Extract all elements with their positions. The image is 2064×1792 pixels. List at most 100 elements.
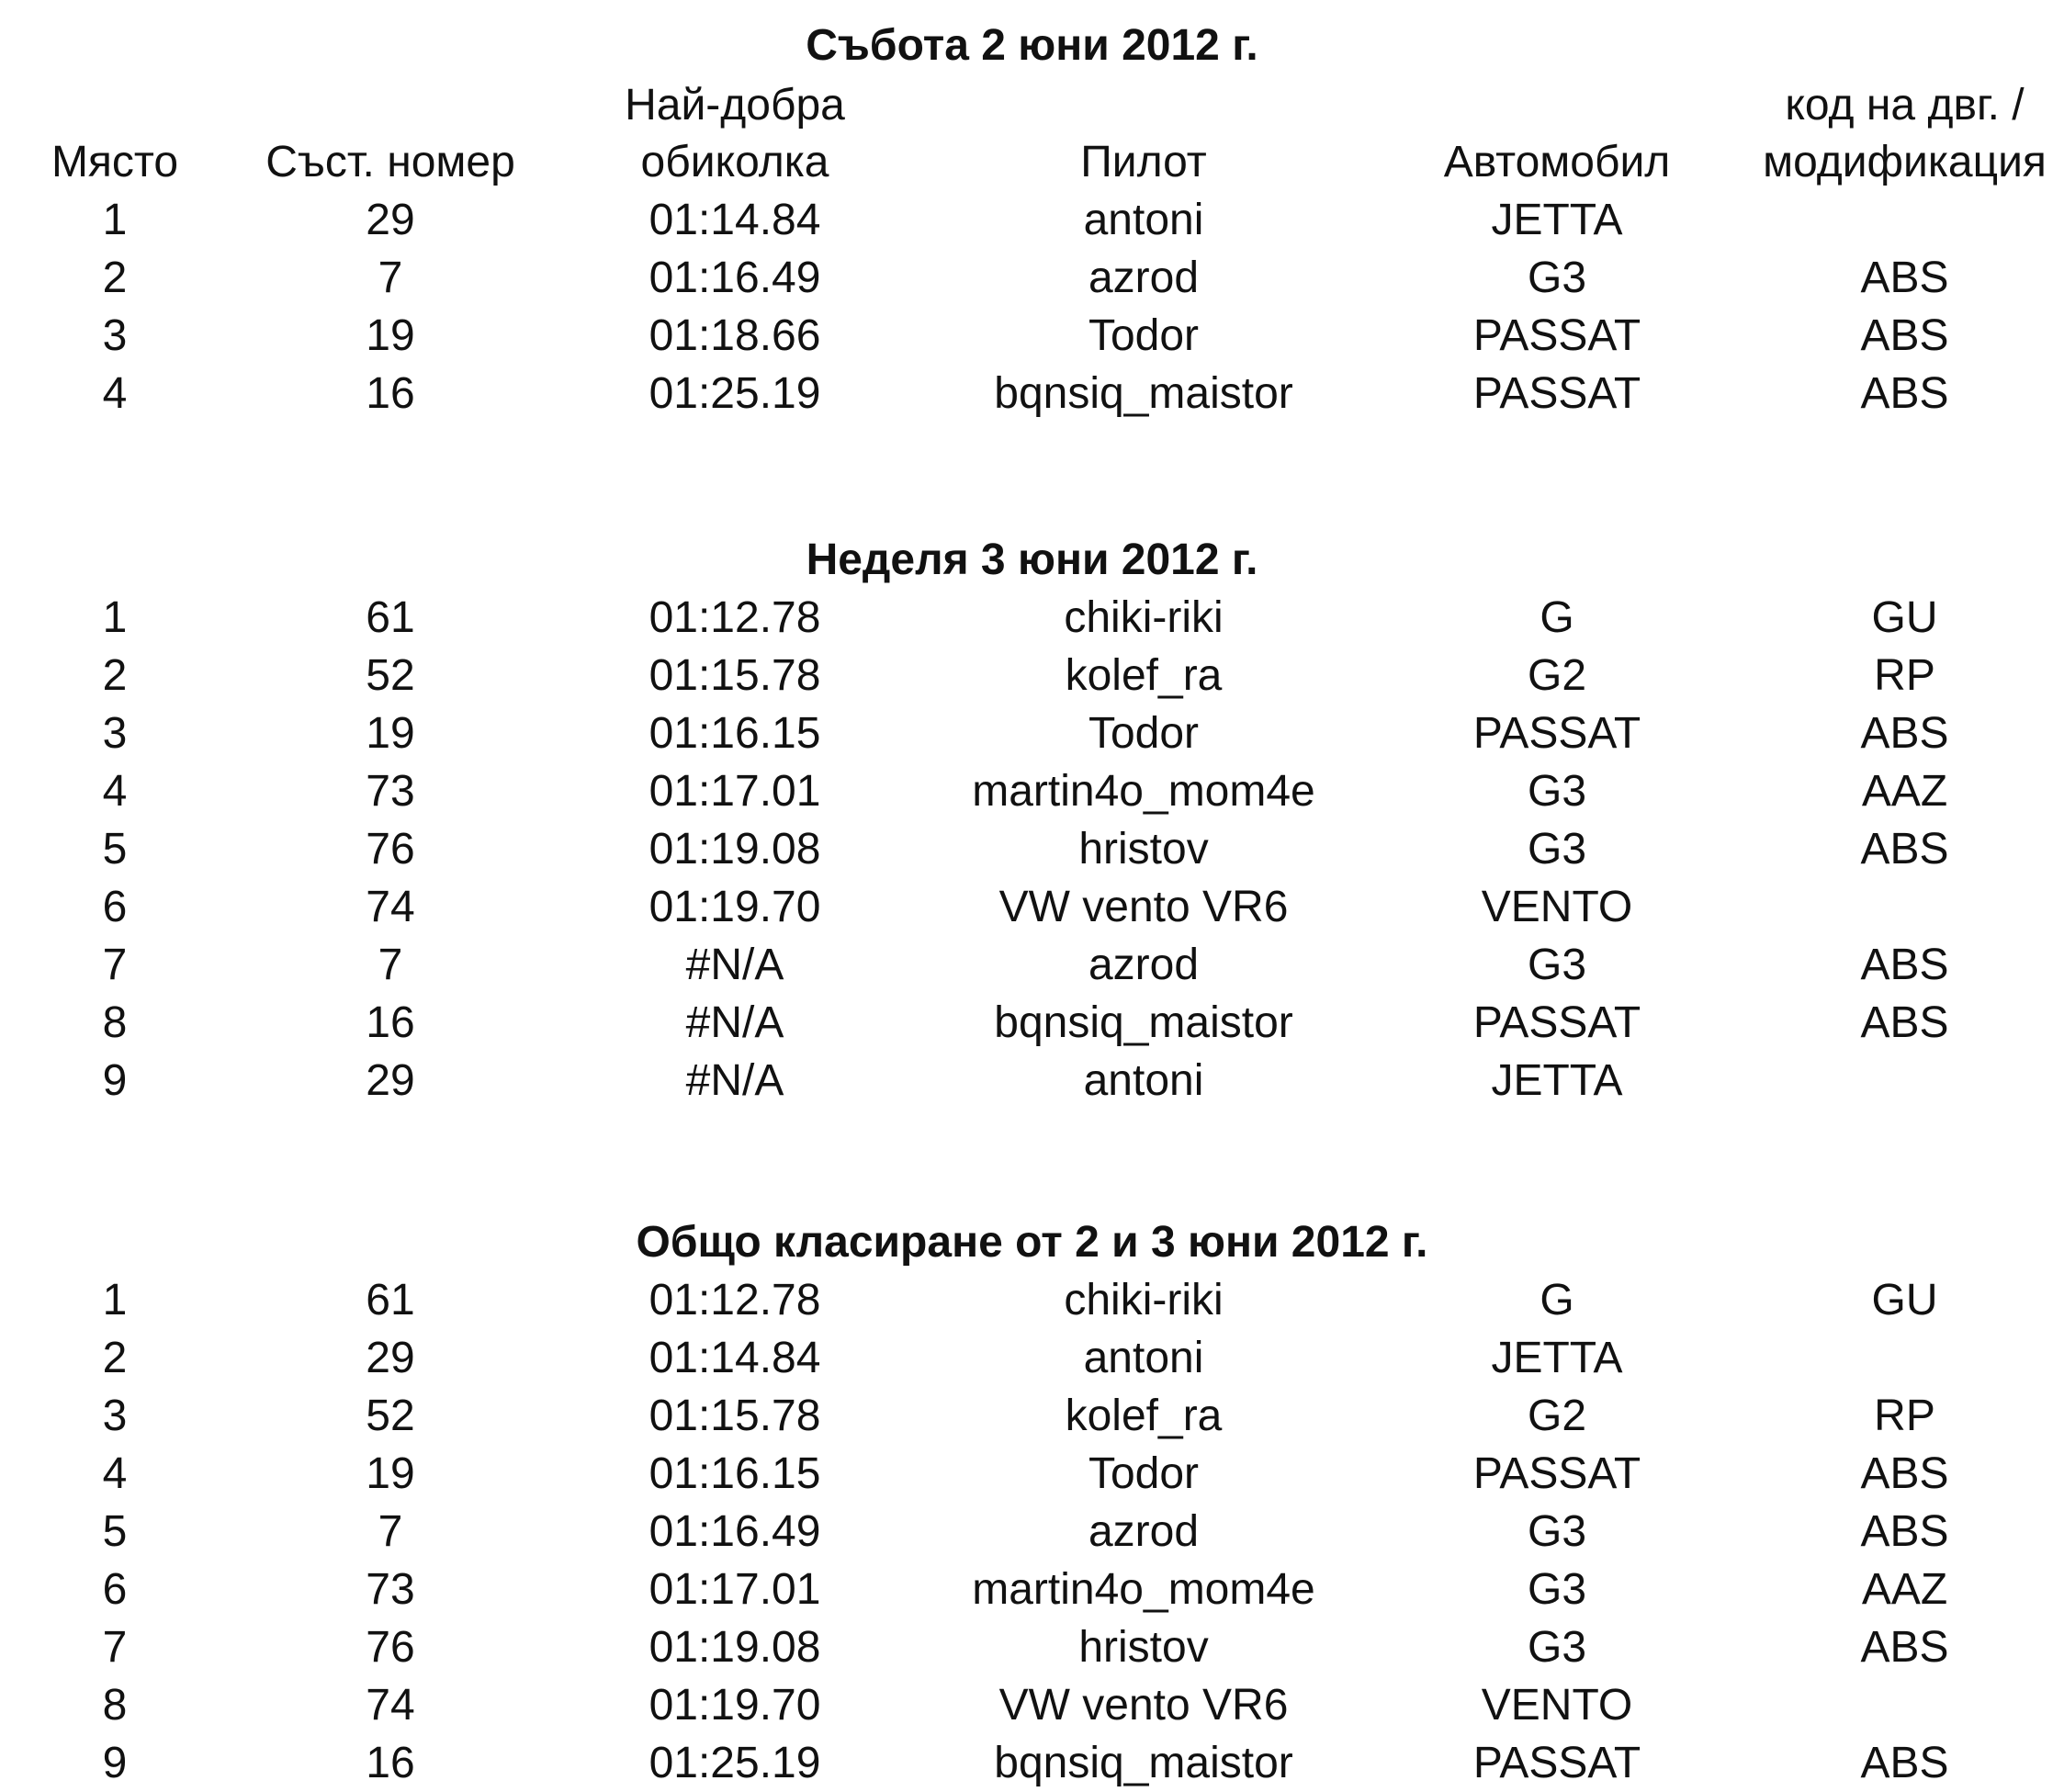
table-row: 8 74 01:19.70 VW vento VR6 VENTO — [0, 1676, 2064, 1734]
column-header-best-lap-line2: обиколка — [640, 138, 829, 186]
cell-engine-code: ABS — [1860, 254, 1949, 302]
table-row: 9 29 #N/A antoni JETTA — [0, 1052, 2064, 1110]
cell-place: 8 — [102, 998, 128, 1047]
cell-pilot: kolef_ra — [1065, 651, 1223, 700]
cell-engine-code: AAZ — [1861, 1565, 1948, 1614]
column-header-engine-code-line1: код на двг. / — [1785, 81, 2025, 130]
cell-engine-code: GU — [1871, 1276, 1938, 1324]
cell-engine-code: GU — [1871, 593, 1938, 642]
cell-car: G — [1540, 593, 1574, 642]
cell-number: 76 — [366, 1623, 415, 1672]
cell-car: G3 — [1527, 1565, 1587, 1614]
cell-place: 7 — [102, 1623, 128, 1672]
table-body-overall: 1 61 01:12.78 chiki-riki G GU 2 29 01:14.84 anton… — [0, 1271, 2064, 1792]
table-body-saturday: 1 29 01:14.84 antoni JETTA 2 7 01:16.49 azrod G3 A… — [0, 191, 2064, 423]
cell-pilot: chiki-riki — [1064, 1276, 1224, 1324]
cell-number: 29 — [366, 196, 415, 244]
cell-best-lap: 01:25.19 — [649, 369, 821, 418]
cell-engine-code: ABS — [1860, 1507, 1949, 1556]
cell-engine-code — [1745, 878, 2064, 936]
cell-number: 74 — [366, 883, 415, 931]
table-row: 1 61 01:12.78 chiki-riki G GU — [0, 589, 2064, 647]
table-row: 7 76 01:19.08 hristov G3 ABS — [0, 1618, 2064, 1676]
cell-car: G3 — [1527, 941, 1587, 989]
section-title-overall: Общо класиране от 2 и 3 юни 2012 г. — [636, 1218, 1428, 1267]
cell-engine-code: ABS — [1860, 1449, 1949, 1498]
cell-number: 29 — [366, 1056, 415, 1105]
cell-pilot: antoni — [1083, 1334, 1204, 1382]
cell-place: 4 — [102, 1449, 128, 1498]
spacer — [919, 78, 1369, 133]
cell-place: 6 — [102, 1565, 128, 1614]
cell-best-lap: 01:17.01 — [649, 1565, 821, 1614]
cell-best-lap: 01:19.70 — [649, 1681, 821, 1730]
cell-car: G3 — [1527, 825, 1587, 873]
cell-place: 9 — [102, 1056, 128, 1105]
cell-best-lap: 01:18.66 — [649, 311, 821, 360]
cell-car: JETTA — [1491, 1334, 1623, 1382]
column-header-best-lap-line1: Най-добра — [625, 81, 845, 130]
cell-pilot: Todor — [1088, 1449, 1200, 1498]
column-headers-top-line: Най-добра код на двг. / — [0, 78, 2064, 133]
cell-car: G2 — [1527, 651, 1587, 700]
cell-car: JETTA — [1491, 196, 1623, 244]
cell-car: PASSAT — [1472, 311, 1641, 360]
cell-car: PASSAT — [1472, 709, 1641, 758]
cell-number: 74 — [366, 1681, 415, 1730]
cell-number: 29 — [366, 1334, 415, 1382]
table-row: 4 16 01:25.19 bqnsiq_maistor PASSAT ABS — [0, 365, 2064, 423]
cell-engine-code — [1745, 1676, 2064, 1734]
cell-place: 7 — [102, 941, 128, 989]
table-row: 3 19 01:18.66 Todor PASSAT ABS — [0, 307, 2064, 365]
cell-number: 19 — [366, 709, 415, 758]
cell-best-lap: 01:25.19 — [649, 1739, 821, 1787]
column-header-pilot: Пилот — [1080, 138, 1207, 186]
cell-engine-code: RP — [1874, 1392, 1935, 1440]
cell-pilot: VW vento VR6 — [998, 1681, 1289, 1730]
cell-engine-code — [1745, 1052, 2064, 1110]
cell-number: 16 — [366, 369, 415, 418]
table-row: 3 19 01:16.15 Todor PASSAT ABS — [0, 704, 2064, 762]
cell-best-lap: 01:12.78 — [649, 1276, 821, 1324]
cell-number: 61 — [366, 1276, 415, 1324]
cell-engine-code: ABS — [1860, 1739, 1949, 1787]
cell-number: 61 — [366, 593, 415, 642]
cell-pilot: azrod — [1088, 254, 1200, 302]
table-row: 4 19 01:16.15 Todor PASSAT ABS — [0, 1445, 2064, 1503]
cell-pilot: bqnsiq_maistor — [994, 998, 1293, 1047]
table-row: 1 61 01:12.78 chiki-riki G GU — [0, 1271, 2064, 1329]
cell-number: 7 — [378, 941, 403, 989]
column-header-place: Място — [51, 138, 179, 186]
cell-car: VENTO — [1481, 1681, 1633, 1730]
cell-engine-code: ABS — [1860, 369, 1949, 418]
cell-place: 4 — [102, 369, 128, 418]
cell-engine-code: ABS — [1860, 1623, 1949, 1672]
spacer — [230, 78, 551, 133]
spacer — [1369, 78, 1745, 133]
spacer — [0, 78, 230, 133]
section-title-sunday: Неделя 3 юни 2012 г. — [806, 535, 1258, 584]
cell-number: 19 — [366, 1449, 415, 1498]
cell-engine-code: RP — [1874, 651, 1935, 700]
table-row: 5 7 01:16.49 azrod G3 ABS — [0, 1503, 2064, 1561]
table-row: 2 29 01:14.84 antoni JETTA — [0, 1329, 2064, 1387]
cell-number: 76 — [366, 825, 415, 873]
cell-number: 7 — [378, 254, 403, 302]
cell-engine-code: ABS — [1860, 709, 1949, 758]
column-header-engine-code-line2: модификация — [1763, 138, 2047, 186]
cell-place: 9 — [102, 1739, 128, 1787]
column-headers: Място Съст. номер обиколка Пилот Автомоб… — [0, 133, 2064, 191]
cell-car: G3 — [1527, 1623, 1587, 1672]
cell-engine-code: ABS — [1860, 941, 1949, 989]
cell-pilot: antoni — [1083, 1056, 1204, 1105]
cell-pilot: kolef_ra — [1065, 1392, 1223, 1440]
table-row: 6 74 01:19.70 VW vento VR6 VENTO — [0, 878, 2064, 936]
table-row: 8 16 #N/A bqnsiq_maistor PASSAT ABS — [0, 994, 2064, 1052]
table-row: 4 73 01:17.01 martin4o_mom4e G3 AAZ — [0, 762, 2064, 820]
table-row: 3 52 01:15.78 kolef_ra G2 RP — [0, 1387, 2064, 1445]
cell-best-lap: 01:15.78 — [649, 651, 821, 700]
cell-car: PASSAT — [1472, 1449, 1641, 1498]
cell-pilot: azrod — [1088, 1507, 1200, 1556]
cell-pilot: hristov — [1078, 1623, 1209, 1672]
